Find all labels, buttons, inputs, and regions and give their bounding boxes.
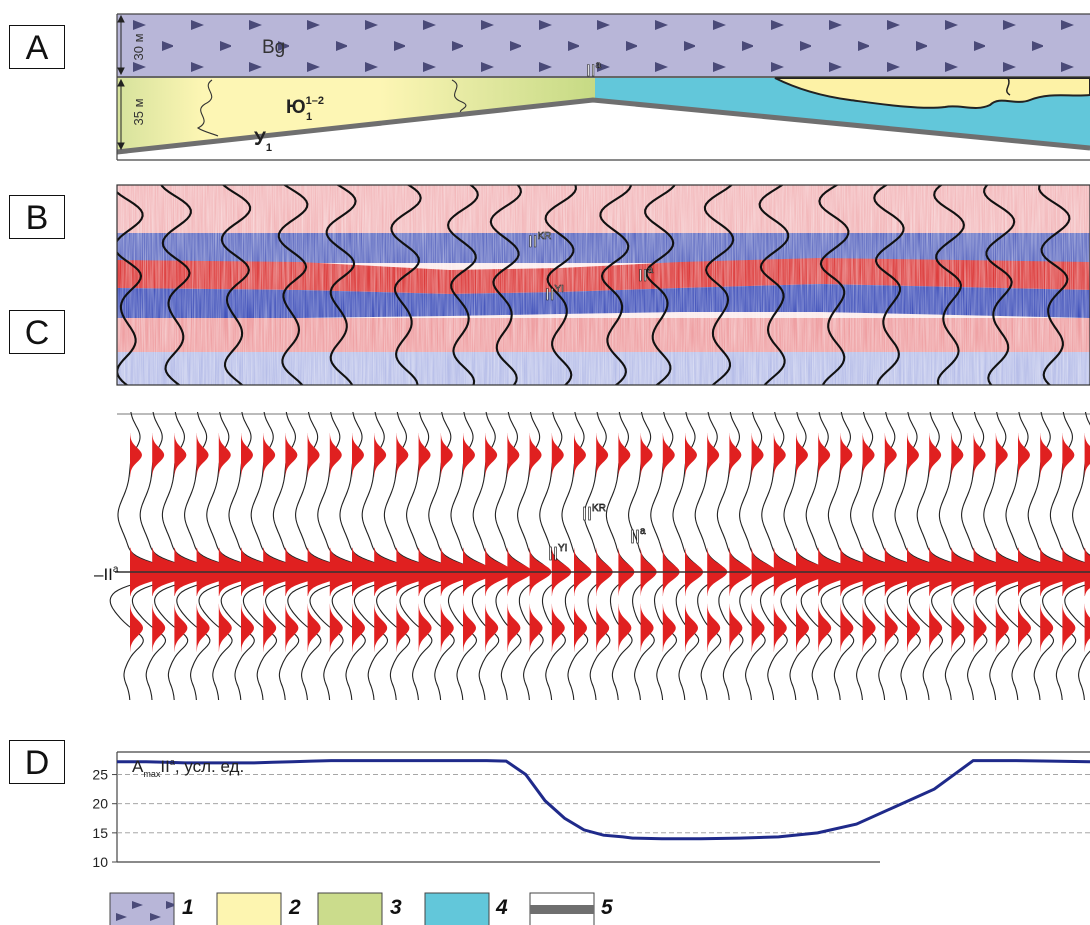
wiggle-trace — [447, 185, 479, 385]
wiggle-trace — [758, 185, 790, 385]
section-a-geology: 30 м 35 м Bg Ю1–2 1 У1 IIa — [116, 13, 1090, 161]
legend-swatch-2 — [216, 892, 282, 925]
legend-num-5: 5 — [601, 896, 613, 919]
thickness-arrow-bottom — [117, 78, 125, 151]
wiggle-trace — [933, 185, 965, 385]
legend-num-1: 1 — [182, 896, 194, 919]
legend-swatch-1 — [109, 892, 175, 925]
legend-num-4: 4 — [496, 896, 508, 919]
c-label-kr: IIKR — [582, 503, 606, 524]
synthetic-trace — [517, 412, 552, 700]
chart-title: AmaxIIa, усл. ед. — [132, 757, 244, 779]
chart-y-tick-label: 20 — [92, 796, 108, 812]
legend-num-2: 2 — [289, 896, 301, 919]
wiggle-trace — [220, 185, 252, 385]
c-left-marker: –IIa — [94, 564, 119, 584]
panel-label-c: C — [9, 310, 65, 354]
section-b-seismic: IIKR IIYI IIa — [116, 184, 1090, 386]
amplitude-line — [117, 759, 1090, 841]
panel-label-d: D — [9, 740, 65, 784]
chart-frame — [116, 751, 1090, 863]
wiggle-trace — [277, 185, 309, 385]
b-label-a: IIa — [638, 265, 653, 285]
wiggle-traces — [117, 185, 1071, 385]
section-c-synthetic: –IIa IIKR IIYI IIa — [94, 412, 1090, 700]
wiggle-trace — [544, 185, 577, 385]
yu-layer — [117, 78, 595, 150]
wiggle-trace — [703, 185, 735, 385]
wiggle-trace — [1038, 185, 1071, 385]
label-yu: Ю1–2 1 — [286, 95, 324, 123]
legend-swatch-4 — [424, 892, 490, 925]
c-label-yi: IIYI — [548, 543, 567, 564]
wiggle-trace — [390, 185, 422, 385]
legend-swatch-5 — [529, 892, 595, 925]
legend-swatch-3 — [317, 892, 383, 925]
thickness-35m: 35 м — [131, 98, 146, 125]
chart-y-tick-label: 10 — [92, 854, 108, 870]
c-label-a: IIa — [630, 526, 646, 547]
panel-label-b: B — [9, 195, 65, 239]
label-u1: У1 — [254, 129, 272, 154]
chart-y-tick-label: 25 — [92, 767, 108, 783]
basement-u1 — [116, 97, 1090, 155]
synthetic-trace — [605, 412, 635, 700]
sand-lens — [774, 77, 1090, 109]
wiggle-trace — [489, 185, 522, 385]
wiggle-trace — [983, 185, 1016, 385]
label-horizon-a: IIa — [586, 60, 601, 80]
wiggle-trace — [873, 185, 905, 385]
label-bg: Bg — [262, 37, 285, 58]
panel-label-a: A — [9, 25, 65, 69]
thickness-arrow-top — [117, 14, 125, 76]
wiggle-trace — [325, 185, 357, 385]
section-d-chart: 25 20 15 10 AmaxIIa, усл. ед. — [92, 751, 1090, 870]
wiggle-trace — [599, 185, 632, 385]
chart-y-ticks: 25 20 15 10 — [92, 767, 117, 870]
wiggle-trace — [818, 185, 850, 385]
thickness-30m: 30 м — [131, 33, 146, 60]
chart-gridlines — [117, 774, 1090, 834]
b-label-yi: IIYI — [545, 284, 564, 304]
b-label-kr: IIKR — [528, 231, 551, 251]
legend-num-3: 3 — [390, 896, 402, 919]
chart-y-tick-label: 15 — [92, 825, 108, 841]
wiggle-trace — [644, 185, 676, 385]
wiggle-trace — [160, 185, 192, 385]
wiggle-trace — [117, 190, 144, 385]
